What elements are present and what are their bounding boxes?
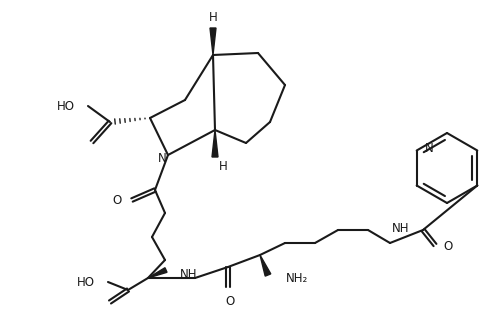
Text: O: O (113, 193, 122, 207)
Text: HO: HO (57, 100, 75, 112)
Text: NH₂: NH₂ (286, 273, 308, 285)
Text: H: H (218, 160, 228, 173)
Text: HO: HO (77, 275, 95, 289)
Polygon shape (210, 28, 216, 55)
Text: N: N (158, 151, 166, 165)
Text: O: O (226, 295, 234, 308)
Text: N: N (424, 142, 434, 155)
Polygon shape (148, 268, 167, 278)
Polygon shape (212, 130, 218, 157)
Text: NH: NH (392, 222, 409, 235)
Text: H: H (208, 11, 218, 24)
Polygon shape (260, 255, 271, 276)
Text: O: O (443, 240, 452, 254)
Text: NH: NH (180, 268, 198, 280)
